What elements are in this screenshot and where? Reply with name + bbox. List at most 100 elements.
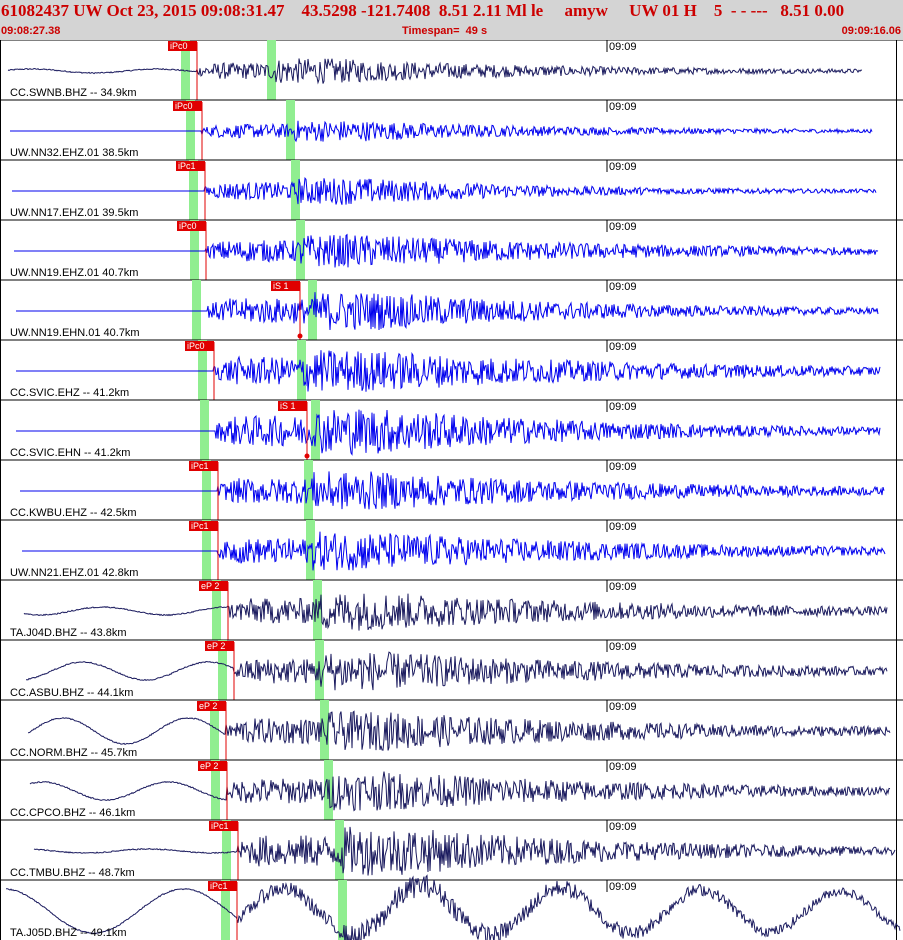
pick-dot [304, 453, 310, 459]
waveform [5, 874, 901, 940]
pick-flag[interactable] [177, 221, 206, 231]
minute-tick-label: 09:09 [609, 461, 637, 473]
pick-flag[interactable] [278, 401, 307, 411]
trace-panel[interactable]: 09:09 iPc0 CC.SWNB.BHZ -- 34.9km [0, 40, 903, 100]
s-window-band [306, 520, 315, 580]
waveform [16, 350, 881, 392]
minute-tick-label: 09:09 [609, 881, 637, 893]
waveform [27, 710, 891, 751]
pick-label: eP 2 [207, 641, 225, 651]
minute-tick-label: 09:09 [609, 41, 637, 53]
pick-label: iPc1 [191, 521, 209, 531]
channel-label: CC.ASBU.BHZ -- 44.1km [10, 687, 133, 699]
minute-tick-label: 09:09 [609, 341, 637, 353]
channel-label: CC.KWBU.EHZ -- 42.5km [10, 507, 137, 519]
p-window-band [186, 100, 195, 160]
trace-panel[interactable]: 09:09 iPc0 CC.SVIC.EHZ -- 41.2km [0, 339, 903, 400]
minute-tick-label: 09:09 [609, 521, 637, 533]
trace-panel[interactable]: 09:09 iS 1 UW.NN19.EHN.01 40.7km [0, 279, 903, 340]
trace-panel[interactable]: 09:09 iPc0 UW.NN19.EHZ.01 40.7km [0, 219, 903, 280]
channel-label: UW.NN19.EHZ.01 40.7km [10, 267, 138, 279]
trace-panel[interactable]: 09:09 eP 2 CC.ASBU.BHZ -- 44.1km [0, 639, 903, 700]
p-window-band [211, 760, 220, 820]
trace-panel[interactable]: 09:09 iPc1 TA.J05D.BHZ -- 49.1km [0, 874, 903, 940]
pick-flag[interactable] [168, 41, 197, 51]
pick-flag[interactable] [173, 101, 202, 111]
minute-tick-label: 09:09 [609, 641, 637, 653]
pick-label: iPc0 [170, 41, 188, 51]
pick-flag[interactable] [198, 761, 227, 771]
seismogram-panel[interactable]: 09:09 iPc0 CC.SWNB.BHZ -- 34.9km 09:09 iPc0 U… [0, 40, 903, 940]
minute-tick-label: 09:09 [609, 401, 637, 413]
p-window-band [221, 880, 230, 940]
waveform [10, 120, 873, 143]
waveform [12, 177, 877, 205]
s-window-band [267, 40, 276, 100]
waveform [20, 471, 885, 510]
p-window-band [200, 400, 209, 460]
pick-label: iPc0 [187, 341, 205, 351]
end-time: 09:09:16.06 [841, 25, 901, 37]
waveform [33, 826, 896, 876]
waveform [22, 531, 886, 571]
trace-panel[interactable]: 09:09 iPc1 UW.NN17.EHZ.01 39.5km [0, 159, 903, 220]
trace-panel[interactable]: 09:09 iPc0 UW.NN32.EHZ.01 38.5km [0, 99, 903, 160]
trace-panel[interactable]: 09:09 iPc1 CC.TMBU.BHZ -- 48.7km [0, 819, 903, 880]
p-window-band [222, 820, 231, 880]
pick-flag[interactable] [199, 581, 228, 591]
pick-label: iPc1 [191, 461, 209, 471]
waveform [23, 593, 888, 631]
minute-tick-label: 09:09 [609, 281, 637, 293]
p-window-band [192, 280, 201, 340]
start-time: 09:08:27.38 [1, 25, 61, 37]
pick-flag[interactable] [185, 341, 214, 351]
s-window-band [320, 700, 329, 760]
s-window-band [308, 280, 317, 340]
channel-label: CC.SWNB.BHZ -- 34.9km [10, 87, 137, 99]
trace-panel[interactable]: 09:09 iPc1 CC.KWBU.EHZ -- 42.5km [0, 459, 903, 520]
pick-label: eP 2 [200, 761, 218, 771]
minute-tick-label: 09:09 [609, 221, 637, 233]
trace-panel[interactable]: 09:09 eP 2 CC.NORM.BHZ -- 45.7km [0, 699, 903, 760]
header-bar: 61082437 UW Oct 23, 2015 09:08:31.47 43.… [0, 0, 903, 40]
pick-label: iPc1 [211, 821, 229, 831]
pick-flag[interactable] [205, 641, 234, 651]
pick-flag[interactable] [197, 701, 226, 711]
trace-panel[interactable]: 09:09 eP 2 CC.CPCO.BHZ -- 46.1km [0, 759, 903, 820]
pick-flag[interactable] [189, 521, 218, 531]
p-window-band [202, 460, 211, 520]
minute-tick-label: 09:09 [609, 161, 637, 173]
p-window-band [181, 40, 190, 100]
channel-label: CC.SVIC.EHN -- 41.2km [10, 447, 130, 459]
channel-label: TA.J05D.BHZ -- 49.1km [10, 927, 127, 939]
pick-flag[interactable] [209, 821, 238, 831]
trace-panel[interactable]: 09:09 iS 1 CC.SVIC.EHN -- 41.2km [0, 399, 903, 460]
waveform [7, 58, 863, 85]
pick-label: iS 1 [273, 281, 289, 291]
event-title: 61082437 UW Oct 23, 2015 09:08:31.47 43.… [1, 1, 845, 20]
pick-flag[interactable] [208, 881, 237, 891]
trace-panel[interactable]: 09:09 iPc1 UW.NN21.EHZ.01 42.8km [0, 519, 903, 580]
waveform [26, 651, 888, 691]
pick-dot [297, 333, 303, 339]
minute-tick-label: 09:09 [609, 701, 637, 713]
channel-label: CC.CPCO.BHZ -- 46.1km [10, 807, 135, 819]
s-window-band [286, 100, 295, 160]
s-window-band [311, 400, 320, 460]
channel-label: CC.SVIC.EHZ -- 41.2km [10, 387, 129, 399]
pick-flag[interactable] [176, 161, 205, 171]
s-window-band [335, 820, 344, 880]
trace-panel[interactable]: 09:09 eP 2 TA.J04D.BHZ -- 43.8km [0, 579, 903, 640]
p-window-band [202, 520, 211, 580]
waveform [16, 292, 879, 331]
channel-label: UW.NN17.EHZ.01 39.5km [10, 207, 138, 219]
channel-label: CC.TMBU.BHZ -- 48.7km [10, 867, 135, 879]
pick-label: eP 2 [199, 701, 217, 711]
pick-flag[interactable] [189, 461, 218, 471]
p-window-band [212, 580, 221, 640]
pick-label: iPc1 [178, 161, 196, 171]
s-window-band [291, 160, 300, 220]
minute-tick-label: 09:09 [609, 821, 637, 833]
p-window-band [190, 220, 199, 280]
pick-flag[interactable] [271, 281, 300, 291]
